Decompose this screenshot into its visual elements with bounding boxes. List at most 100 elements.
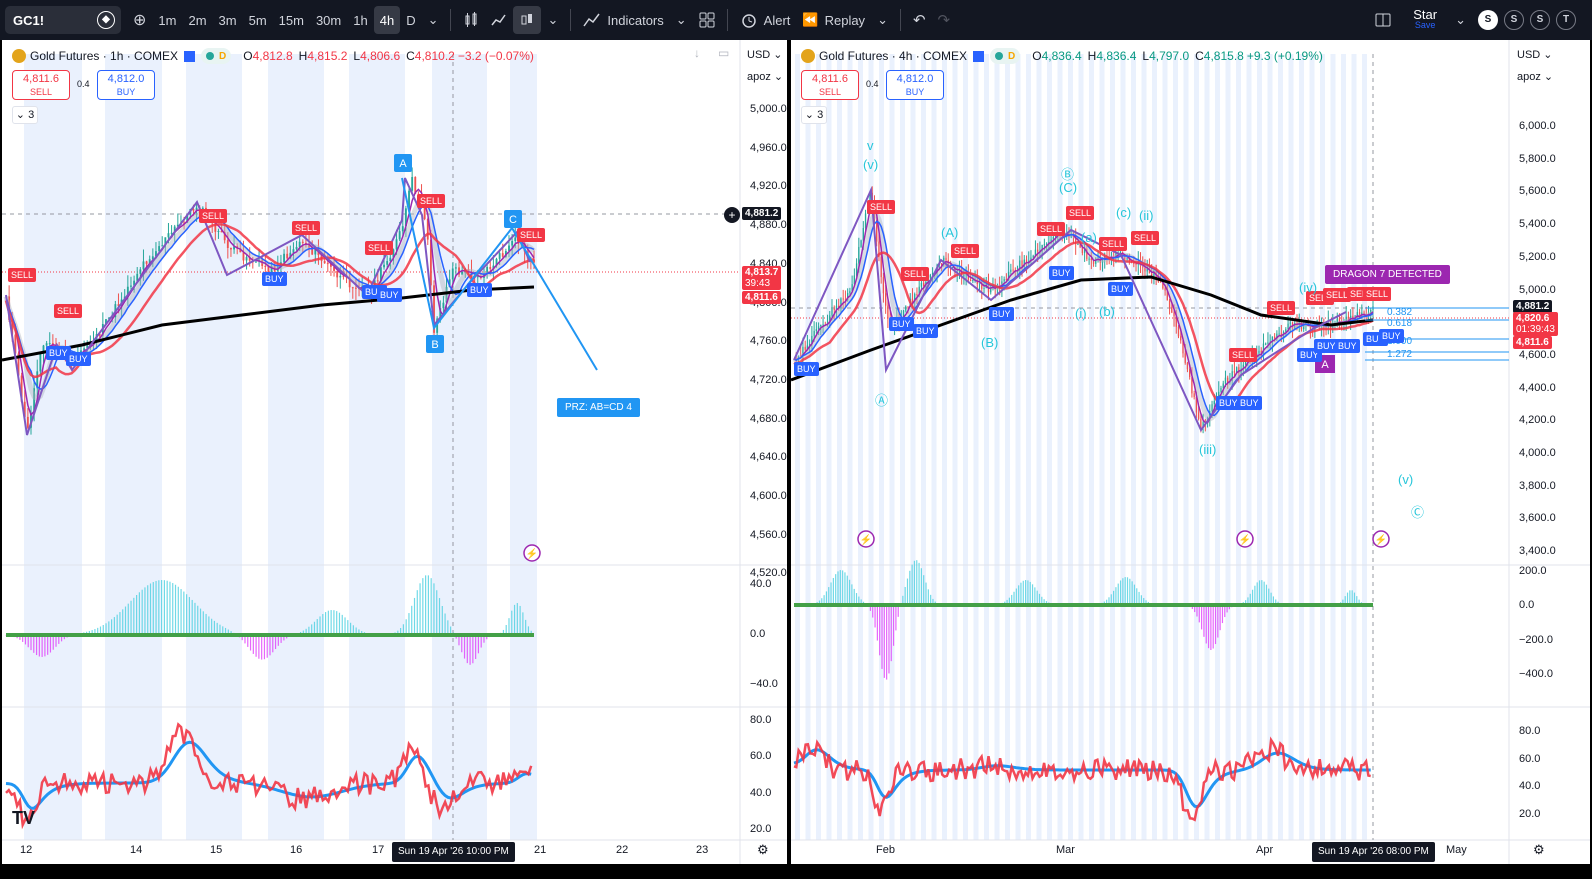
shortcut-t[interactable]: T [1556, 10, 1576, 30]
line-style-icon[interactable] [485, 6, 513, 34]
shortcut-s2[interactable]: S [1504, 10, 1524, 30]
chart-canvas-4h[interactable]: ⚡ ⚡ ⚡ A [791, 40, 1590, 864]
candle-body [411, 176, 414, 191]
candle-body [829, 315, 831, 323]
session-band [921, 54, 926, 840]
elliott-wave-label: (b) [1099, 304, 1115, 319]
add-alert-icon[interactable]: + [724, 207, 740, 223]
elliott-wave-label: (v) [1398, 472, 1414, 487]
candle-body [1079, 244, 1081, 248]
candle-body [1088, 258, 1090, 260]
candle-body [1023, 259, 1025, 267]
indicators-chevron-icon[interactable]: ⌄ [675, 12, 687, 27]
candle-body [498, 253, 501, 259]
interval-d[interactable]: D [406, 12, 416, 28]
interval-1h[interactable]: 1h [353, 12, 368, 28]
undo-icon[interactable]: ↶ [912, 12, 926, 29]
scale-mode-selector[interactable]: apoz ⌄ [1517, 71, 1554, 83]
shortcut-s3[interactable]: S [1530, 10, 1550, 30]
interval-3m[interactable]: 3m [218, 12, 237, 28]
flag-icon[interactable] [973, 50, 985, 62]
chart-title[interactable]: Gold Futures · 4h · COMEX [819, 49, 968, 63]
candle-style-icon[interactable] [513, 6, 542, 34]
scroll-down-icon[interactable]: ↓ [694, 46, 700, 60]
candle-body [126, 286, 129, 297]
candle-body [1144, 267, 1146, 272]
dragon-pattern-label[interactable]: DRAGON 7 DETECTED [1325, 265, 1450, 284]
prz-label[interactable]: PRZ: AB=CD 4 [557, 398, 640, 417]
chart-type-chevron-icon[interactable]: ⌄ [547, 12, 559, 27]
candle-body [1162, 281, 1164, 289]
chart-canvas-1h[interactable]: ⚡ A B C [2, 40, 787, 864]
candle-body [922, 282, 925, 287]
price-tick: 5,800.0 [1519, 152, 1556, 165]
buy-label: BUY [116, 87, 136, 97]
candle-body [451, 268, 454, 280]
candle-body [486, 267, 489, 274]
redo-icon[interactable]: ↷ [937, 12, 951, 29]
bar-countdown: 01:39:43 [1516, 324, 1555, 335]
candle-body [1081, 247, 1084, 254]
market-status-badge[interactable]: D [201, 48, 232, 64]
last-price-label: 4,813.7 39:43 [742, 266, 782, 290]
candle-body [1095, 258, 1097, 264]
candle-body [902, 310, 905, 319]
alert-label: Alert [763, 12, 791, 28]
bar-style-icon[interactable] [457, 6, 485, 34]
buy-button[interactable]: 4,812.0 BUY [886, 70, 944, 100]
scale-mode-selector[interactable]: apoz ⌄ [747, 71, 784, 83]
chart-panel-4h[interactable]: ⚡ ⚡ ⚡ A Gold Futures · 4h · COMEX D O 4,836.… [791, 40, 1590, 864]
candle-body [1077, 244, 1079, 246]
replay-chevron-icon[interactable]: ⌄ [877, 12, 888, 27]
candle-body [1041, 245, 1043, 252]
interval-15m[interactable]: 15m [278, 12, 304, 28]
settings-gear-icon[interactable]: ⚙ [1533, 842, 1545, 857]
candle-body [1195, 397, 1198, 413]
settings-gear-icon[interactable]: ⚙ [757, 842, 769, 857]
price-tick: 5,400.0 [1519, 218, 1556, 231]
currency-selector[interactable]: USD ⌄ [747, 49, 783, 61]
market-status-badge[interactable]: D [990, 48, 1021, 64]
sell-button[interactable]: 4,811.6 SELL [12, 70, 70, 100]
close-label: C [406, 49, 415, 63]
diamond-icon[interactable]: ◆ [97, 11, 115, 29]
candle-body [248, 257, 251, 261]
symbol-search[interactable]: GC1! ◆ [5, 6, 121, 34]
layout-panel-icon[interactable] [1369, 6, 1397, 34]
sell-signal-label: SELL [8, 268, 37, 282]
indicators-button[interactable]: Indicators [577, 6, 669, 34]
session-band [984, 54, 989, 840]
currency-selector[interactable]: USD ⌄ [1517, 49, 1553, 61]
candle-body [1294, 322, 1296, 329]
candle-body [905, 306, 907, 311]
chart-panel-1h[interactable]: ⚡ A B C Gold Futures · 1h · COMEX D O 4,812.… [2, 40, 787, 864]
flag-icon[interactable] [184, 50, 196, 62]
price-tick: 5,200.0 [1519, 250, 1556, 263]
session-band [1330, 54, 1336, 840]
alert-button[interactable]: Alert [734, 6, 797, 34]
interval-2m[interactable]: 2m [188, 12, 207, 28]
sell-button[interactable]: 4,811.6 SELL [801, 70, 859, 100]
interval-30m[interactable]: 30m [315, 12, 342, 28]
chart-title[interactable]: Gold Futures · 1h · COMEX [30, 49, 179, 63]
time-tick: Feb [876, 844, 895, 856]
shortcut-s1[interactable]: S [1478, 10, 1498, 30]
buy-button[interactable]: 4,812.0 BUY [97, 70, 155, 100]
layout-chevron-icon[interactable]: ⌄ [1455, 12, 1466, 27]
interval-dropdown-chevron-icon[interactable]: ⌄ [427, 12, 439, 27]
open-label: O [1032, 49, 1042, 63]
interval-4h[interactable]: 4h [373, 6, 401, 34]
maximize-icon[interactable]: ▭ [718, 46, 730, 60]
candle-body [1075, 236, 1077, 245]
candle-body [1262, 343, 1265, 354]
layout-save-button[interactable]: Star Save [1413, 8, 1437, 31]
interval-5m[interactable]: 5m [248, 12, 267, 28]
layout-grid-icon[interactable] [693, 6, 721, 34]
candle-body [214, 223, 217, 232]
interval-1m[interactable]: 1m [158, 12, 177, 28]
compare-symbol-button[interactable]: ⊕ [133, 12, 147, 29]
oscillator-tick: −200.0 [1519, 634, 1553, 646]
indicators-collapse-button[interactable]: ⌄ 3 [801, 106, 827, 124]
replay-button[interactable]: ⏪ Replay [796, 6, 871, 34]
indicators-collapse-button[interactable]: ⌄ 3 [12, 106, 38, 124]
